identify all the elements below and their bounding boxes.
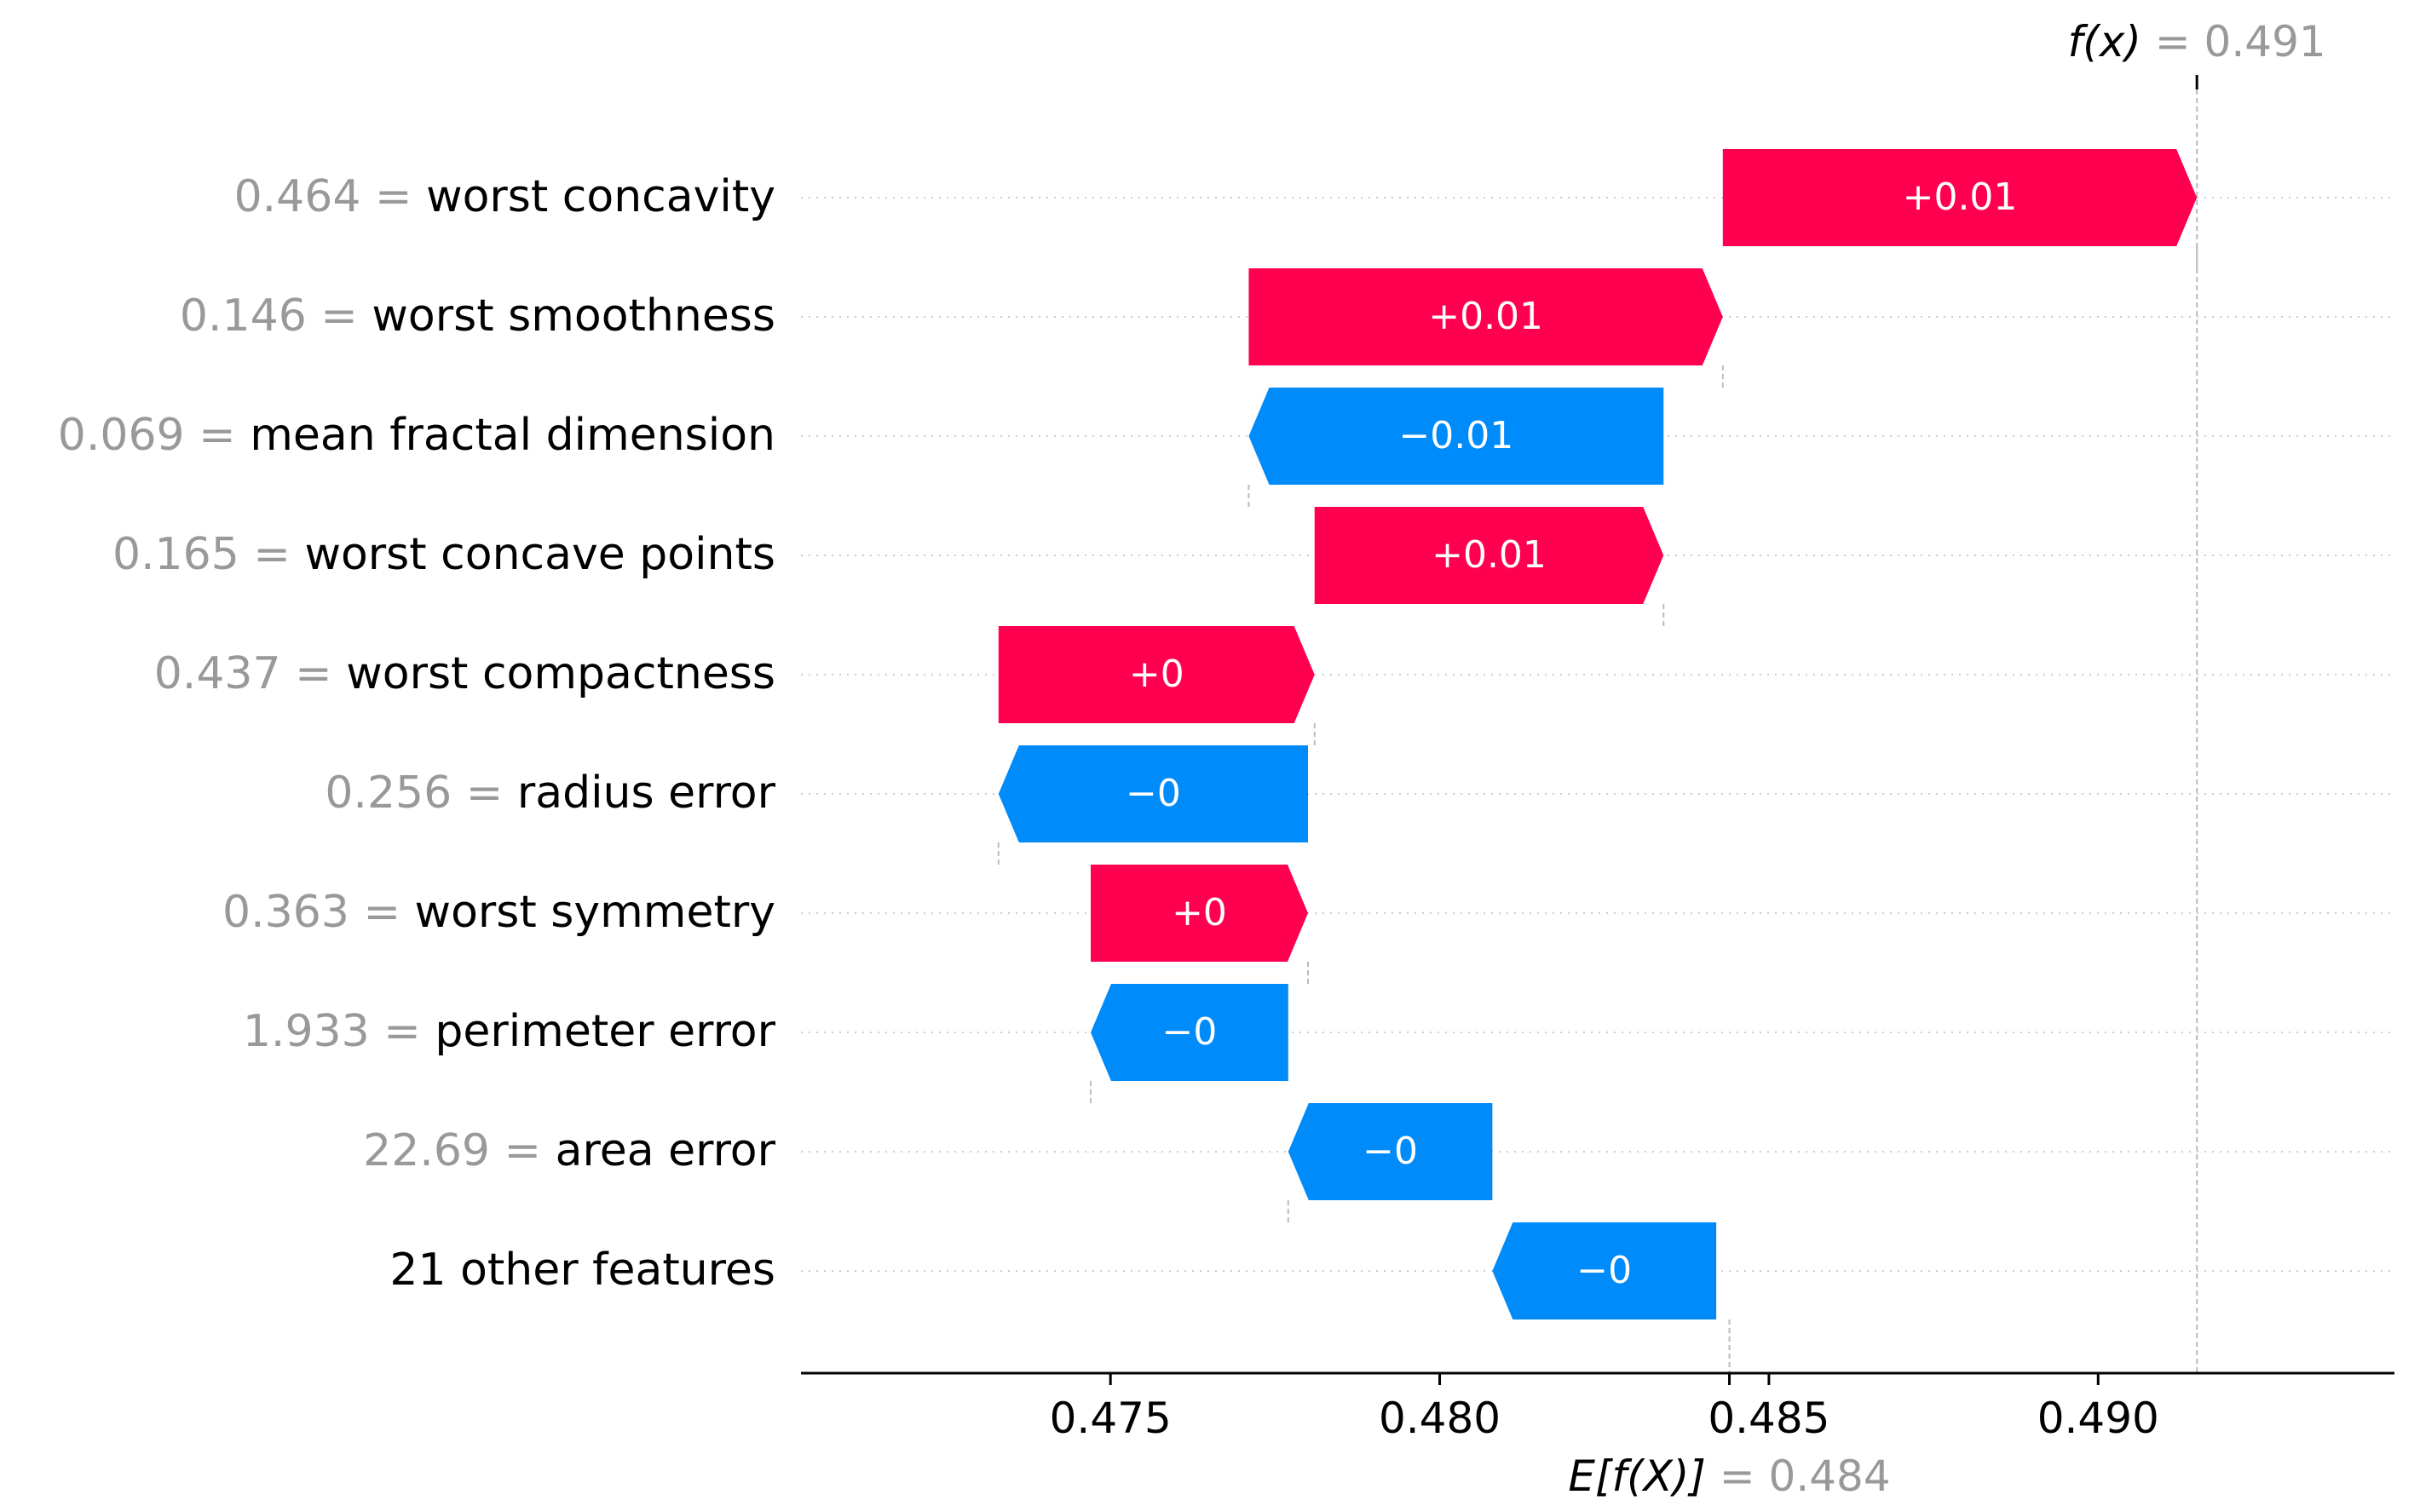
bar-label: −0 [1363, 1130, 1418, 1173]
feature-value: 0.437 = [154, 648, 347, 699]
output-value-number: = 0.491 [2155, 17, 2326, 66]
bar-label: +0.01 [1903, 175, 2018, 219]
feature-name: 21 other features [389, 1245, 775, 1296]
feature-value: 22.69 = [363, 1125, 556, 1176]
bar-mean-fractal-dimension [1248, 388, 1664, 485]
bar-worst-symmetry [1091, 865, 1308, 962]
feature-name: mean fractal dimension [250, 410, 775, 461]
bar-label: +0 [1129, 653, 1184, 696]
feature-label: 0.437 = worst compactness [154, 648, 775, 699]
feature-name: radius error [517, 767, 776, 819]
x-tick-label: 0.485 [1708, 1394, 1829, 1443]
feature-value: 1.933 = [243, 1006, 435, 1057]
bar-label: +0.01 [1428, 295, 1543, 338]
bar-radius-error [998, 745, 1308, 842]
feature-label: 21 other features [389, 1245, 775, 1296]
feature-name: perimeter error [435, 1006, 775, 1057]
feature-label: 22.69 = area error [363, 1125, 775, 1176]
x-tick-label: 0.475 [1050, 1394, 1172, 1443]
guide-layer [997, 81, 2198, 1373]
bar-label: +0.01 [1432, 533, 1547, 577]
bar-worst-concave-points [1314, 507, 1664, 604]
bar-label: −0 [1161, 1010, 1217, 1054]
feature-label: 0.464 = worst concavity [234, 171, 775, 222]
bar-label: −0 [1576, 1249, 1632, 1292]
bar-21-other-features [1492, 1222, 1717, 1319]
x-tick-label: 0.490 [2037, 1394, 2159, 1443]
output-value-label: f(x) = 0.491 [2068, 17, 2326, 66]
base-value-number: = 0.484 [1720, 1452, 1891, 1501]
feature-value: 0.256 = [325, 767, 517, 819]
bar-worst-smoothness [1248, 268, 1723, 365]
bar-perimeter-error [1091, 984, 1288, 1081]
feature-name: worst smoothness [372, 290, 775, 342]
bar-label: −0.01 [1398, 414, 1513, 457]
feature-value: 0.069 = [58, 410, 251, 461]
bar-label: −0 [1126, 772, 1181, 815]
feature-value: 0.165 = [112, 529, 305, 580]
feature-label: 0.165 = worst concave points [112, 529, 775, 580]
marker-layer: E[f(X)] = 0.484 f(x) = 0.491 [1568, 17, 2325, 1501]
bar-area-error [1288, 1103, 1493, 1200]
bar-label: +0 [1172, 891, 1227, 934]
x-tick-label: 0.480 [1379, 1394, 1501, 1443]
feature-name: worst symmetry [415, 887, 775, 938]
feature-label: 0.069 = mean fractal dimension [58, 410, 775, 461]
feature-label: 0.256 = radius error [325, 767, 775, 819]
bar-layer: +0.01 +0.01 −0.01 +0.01 +0 −0 +0 −0 −0 −0 [998, 149, 2198, 1319]
feature-label: 0.363 = worst symmetry [222, 887, 775, 938]
feature-value: 0.363 = [222, 887, 415, 938]
feature-name: worst concavity [426, 171, 775, 222]
feature-value: 0.146 = [180, 290, 372, 342]
feature-name: worst compactness [346, 648, 775, 699]
output-value-symbol: f(x) [2068, 17, 2155, 66]
feature-label: 1.933 = perimeter error [243, 1006, 776, 1057]
bar-worst-compactness [998, 626, 1315, 723]
label-layer: 0.464 = worst concavity 0.146 = worst smo… [58, 171, 776, 1296]
bar-worst-concavity [1722, 149, 2198, 246]
x-axis: 0.475 0.480 0.485 0.490 [801, 1371, 2394, 1443]
feature-name: worst concave points [304, 529, 775, 580]
base-value-label: E[f(X)] = 0.484 [1568, 1452, 1890, 1501]
base-value-symbol: E[f(X)] [1568, 1452, 1719, 1501]
feature-name: area error [556, 1125, 776, 1176]
feature-label: 0.146 = worst smoothness [180, 290, 775, 342]
feature-value: 0.464 = [234, 171, 427, 222]
